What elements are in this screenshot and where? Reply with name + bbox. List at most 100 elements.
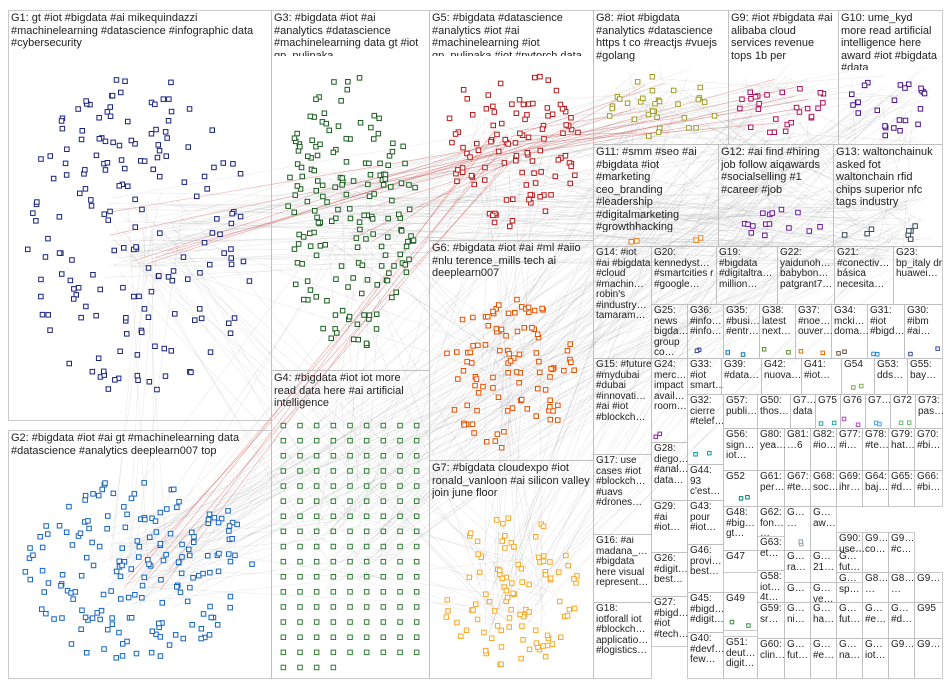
node: [43, 523, 49, 529]
node: [82, 497, 88, 503]
node: [378, 263, 385, 269]
node: [280, 528, 287, 535]
edge: [111, 110, 689, 571]
node: [85, 518, 91, 524]
node: [179, 541, 185, 548]
node: [670, 87, 677, 94]
node: [766, 221, 773, 227]
edge: [673, 95, 908, 266]
edge: [148, 144, 512, 264]
node: [47, 327, 53, 333]
node: [175, 559, 182, 565]
node: [156, 273, 162, 279]
node: [498, 644, 505, 650]
edge: [164, 205, 871, 209]
node: [78, 626, 84, 632]
node: [902, 117, 909, 124]
node: [119, 562, 125, 569]
node: [324, 199, 330, 205]
edge: [127, 153, 519, 578]
node: [118, 157, 125, 163]
edge: [492, 563, 501, 610]
node: [299, 173, 305, 180]
node: [75, 106, 81, 112]
node: [343, 191, 350, 198]
node: [491, 219, 498, 226]
group-box-ga: [784, 506, 811, 551]
node: [370, 231, 376, 237]
node: [693, 237, 699, 243]
node: [413, 634, 420, 640]
node: [496, 567, 503, 574]
node: [280, 589, 287, 595]
node: [488, 138, 494, 145]
node: [575, 129, 581, 136]
node: [697, 84, 703, 91]
node: [185, 144, 191, 150]
edge: [680, 120, 794, 221]
group-box-gr: [862, 638, 889, 679]
node: [917, 106, 924, 112]
node: [45, 235, 51, 242]
node: [491, 608, 498, 614]
node: [350, 275, 356, 281]
node: [842, 349, 847, 354]
edge: [473, 225, 646, 405]
node: [297, 574, 303, 580]
node: [229, 536, 235, 542]
node: [101, 646, 107, 652]
node: [539, 305, 545, 312]
node: [494, 623, 501, 629]
node: [295, 241, 302, 247]
edge: [635, 124, 768, 258]
edge: [872, 110, 913, 265]
node: [297, 604, 303, 610]
node: [132, 196, 138, 203]
node: [119, 545, 125, 551]
node: [795, 209, 801, 216]
node: [871, 351, 876, 357]
node: [330, 453, 337, 459]
node: [120, 284, 126, 291]
node: [107, 113, 114, 119]
node: [538, 169, 544, 175]
node: [97, 286, 103, 293]
node: [59, 125, 66, 132]
node: [397, 483, 403, 489]
node: [100, 591, 107, 598]
node: [403, 269, 410, 275]
node: [330, 574, 337, 580]
node: [767, 129, 773, 136]
node: [330, 619, 337, 625]
node: [45, 531, 51, 537]
node: [606, 113, 613, 119]
node: [313, 96, 319, 102]
node: [307, 230, 313, 237]
node: [347, 574, 353, 580]
node: [501, 429, 507, 435]
node: [206, 511, 213, 517]
node: [413, 574, 420, 580]
node: [507, 358, 514, 364]
edge: [104, 244, 814, 252]
edge: [775, 235, 874, 241]
node: [449, 139, 455, 146]
edge: [137, 207, 892, 559]
node: [345, 284, 351, 290]
edge: [631, 253, 912, 263]
node: [211, 514, 218, 521]
edge: [342, 574, 494, 620]
node: [122, 78, 128, 84]
node: [77, 190, 83, 197]
group-box-g55: [907, 358, 943, 395]
node: [82, 167, 88, 173]
node: [67, 277, 74, 284]
node: [363, 528, 370, 535]
node: [413, 558, 420, 565]
group-box-g54: [841, 358, 875, 395]
group-box-g58: [757, 570, 785, 603]
edge: [682, 97, 922, 221]
node: [388, 184, 394, 190]
node: [542, 571, 549, 578]
node: [161, 345, 167, 352]
